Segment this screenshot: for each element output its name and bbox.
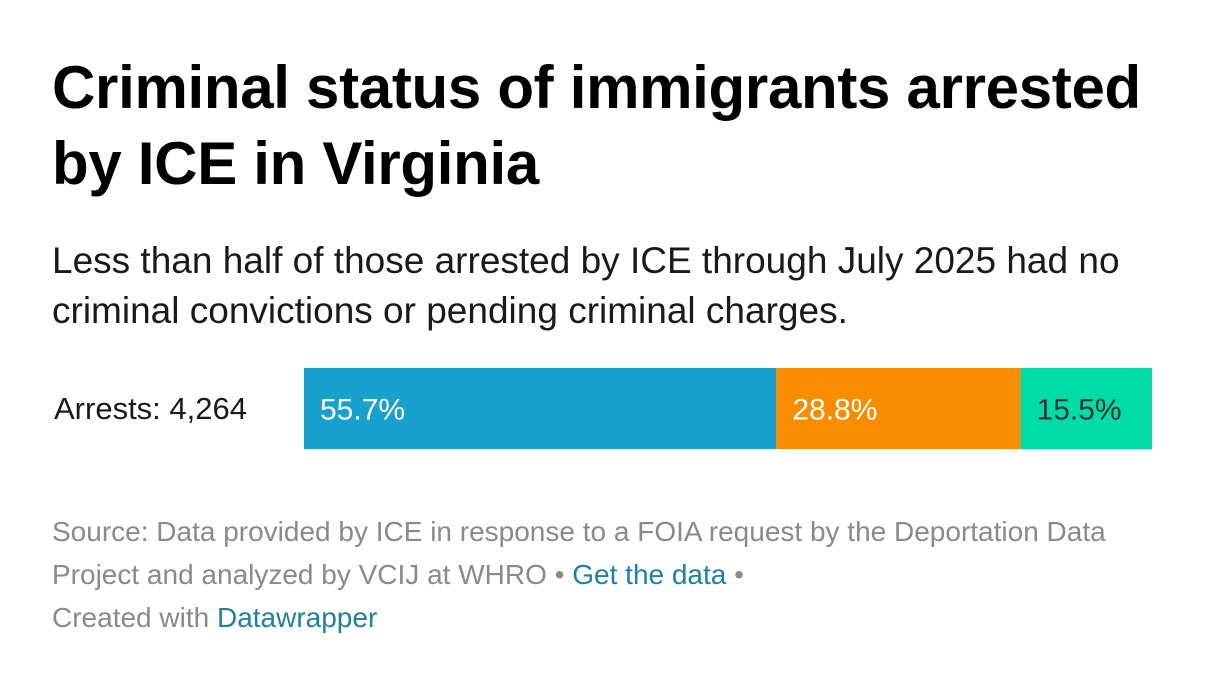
- chart-subtitle: Less than half of those arrested by ICE …: [52, 240, 1120, 331]
- chart-footer: Source: Data provided by ICE in response…: [52, 510, 1162, 639]
- footer-separator: •: [734, 559, 744, 590]
- datawrapper-link[interactable]: Datawrapper: [216, 602, 378, 633]
- stacked-bar-svg: 55.7% 28.8% 15.5%: [304, 368, 1152, 449]
- source-note: Source: Data provided by ICE in response…: [52, 516, 1106, 590]
- bar-segment-1: [304, 368, 777, 449]
- bar-segment-label-2: 28.8%: [792, 394, 877, 427]
- chart-title: Criminal status of immigrants arrested b…: [52, 54, 1141, 197]
- stacked-bar: 55.7% 28.8% 15.5%: [304, 368, 1152, 449]
- bar-segment-3: [1020, 368, 1152, 449]
- bar-segment-label-1: 55.7%: [320, 394, 405, 427]
- bar-segment-label-3: 15.5%: [1037, 394, 1122, 427]
- bar-segment-2: [776, 368, 1021, 449]
- get-the-data-link[interactable]: Get the data: [572, 559, 727, 590]
- created-with-text: Created with: [52, 602, 210, 633]
- row-label: Arrests: 4,264: [54, 391, 247, 426]
- footer-separator: •: [554, 559, 565, 590]
